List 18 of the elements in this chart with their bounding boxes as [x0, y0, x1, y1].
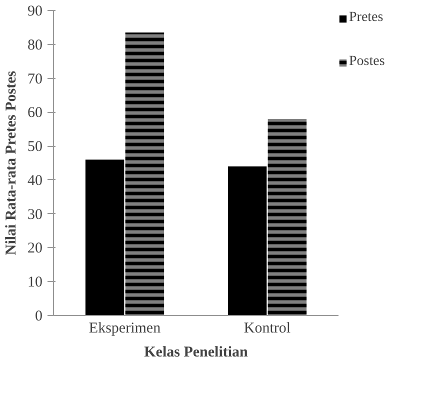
legend-label: Pretes	[349, 10, 384, 26]
y-tick-label: 10	[28, 274, 42, 291]
x-tick-label: Eksperimen	[88, 320, 162, 336]
bar	[228, 166, 267, 316]
y-tick-label: 70	[28, 71, 42, 88]
x-tick-label: Kontrol	[244, 320, 291, 336]
y-axis-title: Nilai Rata-rata Pretes Postes	[4, 70, 20, 256]
y-tick-label: 40	[28, 172, 42, 189]
bar	[85, 160, 124, 316]
y-tick-label: 50	[28, 139, 42, 156]
y-tick-label: 20	[28, 240, 42, 257]
y-tick-label: 0	[35, 308, 42, 324]
y-tick-label: 80	[28, 37, 42, 54]
y-tick-label: 90	[28, 4, 42, 20]
legend-label: Postes	[349, 54, 385, 70]
x-axis-title: Kelas Penelitian	[144, 344, 249, 360]
y-tick-label: 60	[28, 105, 42, 122]
y-tick-label: 30	[28, 206, 42, 223]
